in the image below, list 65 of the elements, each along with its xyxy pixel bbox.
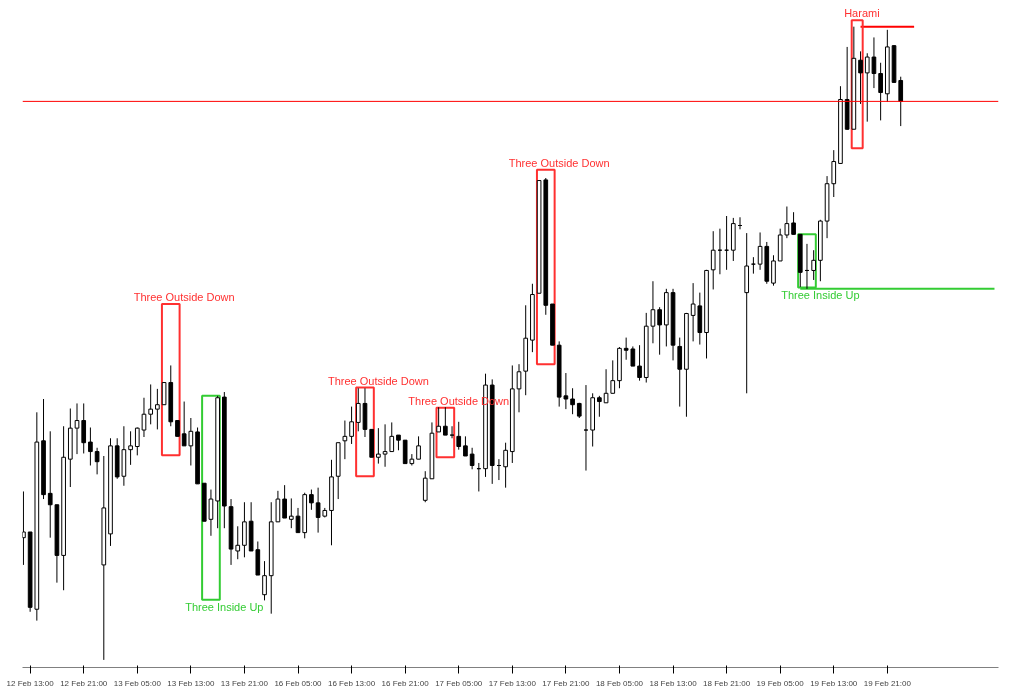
- candlestick: [463, 435, 468, 457]
- x-tick-label: 12 Feb 21:00: [60, 678, 108, 688]
- candlestick: [657, 306, 662, 356]
- candlestick: [811, 249, 817, 281]
- candlestick: [469, 447, 475, 470]
- candlestick: [858, 50, 863, 105]
- annotation: Three Inside Up: [185, 601, 264, 614]
- candlestick: [155, 388, 160, 430]
- text: Harami: [844, 7, 880, 20]
- candlestick: [262, 560, 267, 601]
- annotation: Three Inside Up: [781, 289, 860, 302]
- candlestick: [650, 280, 656, 344]
- candlestick: [309, 489, 314, 511]
- candlestick: [831, 149, 837, 198]
- x-tick-label: 19 Feb 05:00: [756, 678, 805, 688]
- candlestick: [878, 62, 883, 121]
- candlestick: [710, 230, 716, 290]
- x-tick-label: 18 Feb 05:00: [595, 678, 644, 688]
- candlestick: [349, 406, 354, 445]
- x-tick-label: 16 Feb 13:00: [328, 678, 376, 688]
- candlestick: [784, 206, 790, 239]
- x-tick-label: 17 Feb 13:00: [488, 678, 537, 688]
- candlestick: [275, 490, 281, 523]
- x-tick-label: 13 Feb 13:00: [167, 678, 215, 688]
- candlestick: [88, 427, 93, 466]
- candlestick: [342, 420, 348, 460]
- candlestick: [771, 254, 776, 287]
- x-tick-label: 13 Feb 05:00: [113, 678, 162, 688]
- candlestick: [242, 501, 247, 558]
- x-tick-label: 18 Feb 21:00: [703, 678, 751, 688]
- candlestick: [583, 384, 589, 472]
- candlestick: [791, 211, 796, 235]
- candlestick: [677, 337, 683, 408]
- candlestick: [389, 421, 395, 453]
- candlestick: [22, 490, 26, 566]
- candlestick: [597, 395, 602, 418]
- x-tick-label: 17 Feb 21:00: [542, 678, 591, 688]
- x-tick-label: 12 Feb 13:00: [6, 678, 55, 688]
- candlestick: [47, 430, 53, 539]
- x-tick-label: 19 Feb 13:00: [810, 678, 858, 688]
- annotation: Three Outside Down: [327, 374, 429, 387]
- x-tick-label: 16 Feb 05:00: [274, 678, 323, 688]
- annotation: Three Outside Down: [133, 291, 235, 304]
- candlestick: [94, 447, 100, 475]
- candlestick: [382, 423, 388, 468]
- x-tick-label: 13 Feb 21:00: [220, 678, 269, 688]
- candlestick: [516, 363, 522, 413]
- candlestick: [416, 435, 421, 460]
- candlestick: [443, 406, 448, 436]
- x-tick-label: 19 Feb 21:00: [863, 678, 912, 688]
- candlestick: [503, 442, 508, 489]
- x-tick-label: 16 Feb 21:00: [381, 678, 430, 688]
- x-tick-label: 18 Feb 13:00: [649, 678, 698, 688]
- candlestick: [148, 383, 154, 425]
- candlestick: [288, 497, 294, 529]
- candlestick: [376, 427, 381, 465]
- candlestick: [282, 484, 287, 519]
- candlestick: [436, 406, 441, 433]
- candlestick: [456, 421, 462, 451]
- candlestick: [637, 344, 642, 382]
- candlestick: [449, 425, 455, 439]
- x-tick-label: 17 Feb 05:00: [435, 678, 483, 688]
- candlestick: [570, 387, 575, 415]
- annotation: Three Outside Down: [508, 156, 610, 169]
- candlestick: [128, 430, 133, 466]
